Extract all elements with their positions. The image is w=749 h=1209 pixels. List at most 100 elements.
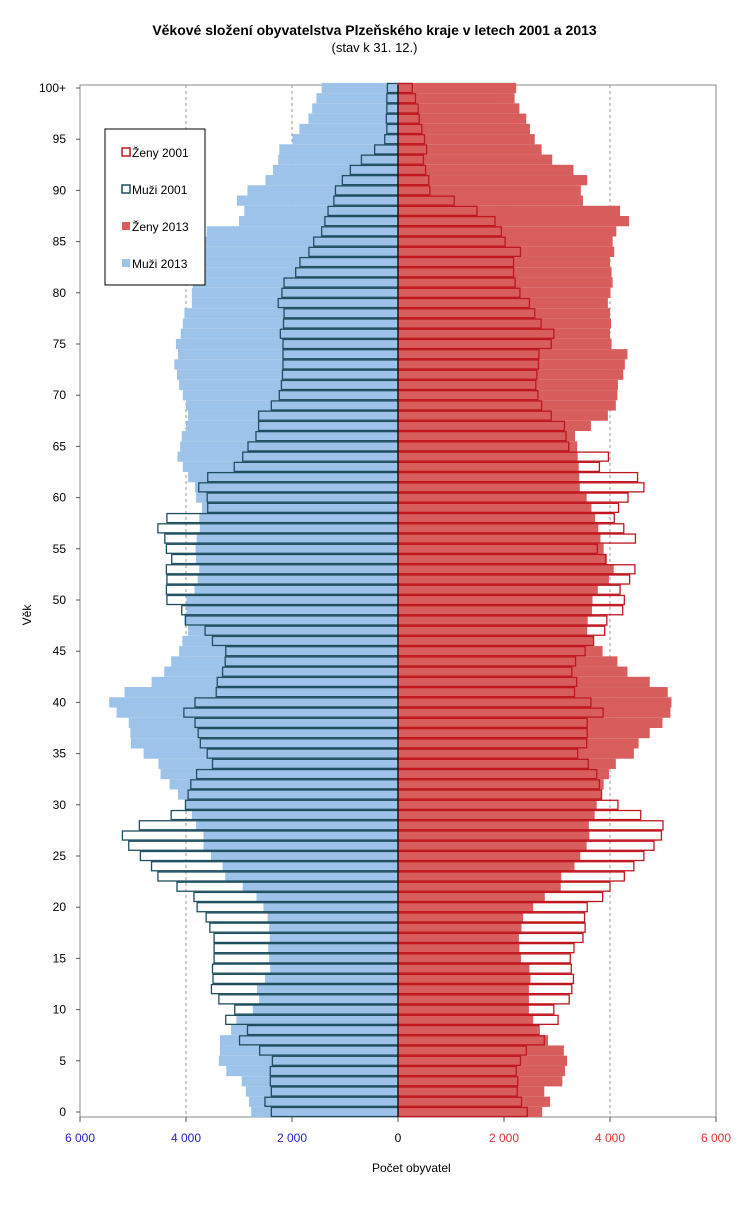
y-tick-label-15: 15 bbox=[53, 951, 67, 965]
bar-muzi-2013-age-37 bbox=[130, 728, 398, 739]
chart-title: Věkové složení obyvatelstva Plzeňského k… bbox=[152, 22, 597, 38]
bar-muzi-2013-age-13 bbox=[264, 973, 398, 984]
legend-label-muzi-2013: Muži 2013 bbox=[132, 257, 188, 271]
bar-muzi-2013-age-38 bbox=[128, 717, 398, 728]
bar-zeny-2013-age-25 bbox=[398, 850, 581, 862]
bar-zeny-2013-age-52 bbox=[398, 574, 609, 585]
bar-zeny-2013-age-24 bbox=[398, 861, 575, 872]
bar-muzi-2013-age-74 bbox=[178, 349, 398, 360]
y-tick-label-60: 60 bbox=[53, 491, 67, 505]
x-axis-label: Počet obyvatel bbox=[372, 1161, 451, 1175]
bar-zeny-2013-age-3 bbox=[398, 1076, 563, 1087]
bar-muzi-2013-age-70 bbox=[182, 390, 398, 401]
bar-muzi-2013-age-34 bbox=[158, 758, 398, 769]
bar-muzi-2013-age-46 bbox=[182, 635, 398, 647]
bar-zeny-2013-age-5 bbox=[398, 1055, 568, 1066]
y-tick-label-70: 70 bbox=[53, 388, 67, 402]
bar-zeny-2013-age-44 bbox=[398, 656, 618, 667]
y-tick-label-55: 55 bbox=[53, 542, 67, 556]
bar-zeny-2013-age-11 bbox=[398, 994, 529, 1005]
legend-swatch-muzi-2001 bbox=[121, 184, 131, 194]
bar-zeny-2013-age-30 bbox=[398, 799, 597, 810]
bar-zeny-2013-age-9 bbox=[398, 1014, 534, 1025]
x-tick-label-6: 6 000 bbox=[701, 1131, 731, 1145]
bar-zeny-2013-age-49 bbox=[398, 605, 592, 616]
bar-zeny-2013-age-95 bbox=[398, 134, 535, 145]
bar-muzi-2013-age-40 bbox=[109, 697, 399, 708]
y-tick-label-0: 0 bbox=[59, 1105, 66, 1119]
bar-zeny-2013-age-61 bbox=[398, 482, 580, 493]
bar-zeny-2013-age-89 bbox=[398, 195, 583, 206]
bar-zeny-2013-age-70 bbox=[398, 390, 618, 401]
bar-muzi-2013-age-65 bbox=[180, 441, 398, 452]
bar-muzi-2013-age-57 bbox=[199, 523, 398, 534]
bar-muzi-2013-age-19 bbox=[267, 912, 398, 923]
bar-zeny-2013-age-97 bbox=[398, 113, 527, 124]
bar-muzi-2013-age-98 bbox=[312, 103, 398, 114]
y-axis-ticks: 0 5 10 15 20 25 30 35 40 45 50 55 60 65 70 75 80 85 90 95 10… bbox=[39, 81, 80, 1119]
bar-muzi-2013-age-23 bbox=[225, 871, 398, 882]
bar-zeny-2013-age-57 bbox=[398, 523, 599, 534]
bar-zeny-2013-age-32 bbox=[398, 779, 604, 790]
bar-zeny-2013-age-10 bbox=[398, 1004, 529, 1015]
bar-muzi-2013-age-53 bbox=[199, 564, 398, 575]
bar-zeny-2013-age-45 bbox=[398, 646, 603, 657]
bar-zeny-2013-age-13 bbox=[398, 973, 531, 984]
bar-muzi-2013-age-87 bbox=[239, 216, 398, 227]
bar-zeny-2013-age-43 bbox=[398, 666, 628, 677]
y-tick-label-10: 10 bbox=[53, 1003, 67, 1017]
bar-muzi-2013-age-69 bbox=[186, 400, 398, 411]
bar-muzi-2013-age-35 bbox=[143, 748, 398, 759]
bar-muzi-2013-age-39 bbox=[116, 707, 398, 718]
bar-zeny-2013-age-90 bbox=[398, 185, 581, 196]
bar-muzi-2013-age-56 bbox=[196, 533, 398, 544]
y-tick-label-40: 40 bbox=[53, 695, 67, 709]
bar-zeny-2013-age-58 bbox=[398, 512, 596, 524]
bar-zeny-2013-age-64 bbox=[398, 451, 578, 462]
bar-muzi-2013-age-76 bbox=[180, 328, 398, 339]
bar-muzi-2013-age-72 bbox=[176, 369, 398, 380]
bar-zeny-2013-age-60 bbox=[398, 492, 587, 503]
bar-muzi-2013-age-96 bbox=[299, 123, 398, 135]
bar-zeny-2013-age-17 bbox=[398, 932, 519, 944]
y-tick-label-20: 20 bbox=[53, 900, 67, 914]
bar-zeny-2013-age-12 bbox=[398, 984, 529, 995]
bar-muzi-2013-age-61 bbox=[195, 482, 398, 493]
bar-muzi-2013-age-63 bbox=[182, 461, 398, 472]
bar-zeny-2013-age-93 bbox=[398, 154, 553, 165]
bar-zeny-2013-age-4 bbox=[398, 1065, 565, 1077]
bar-zeny-2013-age-2 bbox=[398, 1086, 545, 1097]
bar-muzi-2013-age-14 bbox=[270, 963, 398, 974]
bar-muzi-2013-age-99 bbox=[316, 93, 398, 104]
bar-zeny-2013-age-72 bbox=[398, 369, 624, 380]
bar-muzi-2013-age-77 bbox=[182, 318, 398, 329]
bar-zeny-2013-age-98 bbox=[398, 103, 520, 114]
bar-muzi-2013-age-80 bbox=[191, 287, 398, 298]
bar-zeny-2013-age-46 bbox=[398, 635, 594, 647]
bar-muzi-2013-age-62 bbox=[188, 472, 398, 483]
bar-zeny-2013-age-66 bbox=[398, 431, 576, 442]
bar-muzi-2013-age-17 bbox=[269, 932, 398, 944]
chart-subtitle: (stav k 31. 12.) bbox=[331, 40, 418, 55]
bar-muzi-2013-age-21 bbox=[256, 891, 398, 903]
bar-zeny-2013-age-19 bbox=[398, 912, 524, 923]
bar-zeny-2013-age-42 bbox=[398, 676, 650, 688]
bar-muzi-2013-age-94 bbox=[279, 144, 398, 155]
bar-muzi-2013-age-49 bbox=[186, 605, 398, 616]
bar-muzi-2013-age-24 bbox=[222, 861, 398, 872]
bar-zeny-2013-age-59 bbox=[398, 502, 592, 513]
y-axis-label: Věk bbox=[20, 604, 34, 626]
x-axis-ticks: 6 000 4 000 2 000 0 2 000 4 000 6 000 bbox=[65, 1117, 731, 1145]
bar-muzi-2013-age-93 bbox=[278, 154, 398, 165]
bar-zeny-2013-age-21 bbox=[398, 891, 545, 903]
y-tick-label-90: 90 bbox=[53, 183, 67, 197]
bar-muzi-2013-age-51 bbox=[194, 584, 398, 595]
bar-zeny-2013-age-48 bbox=[398, 615, 588, 626]
bar-zeny-2013-age-53 bbox=[398, 564, 614, 575]
bar-muzi-2013-age-42 bbox=[151, 676, 398, 688]
bar-muzi-2013-age-84 bbox=[192, 246, 398, 257]
bar-zeny-2013-age-73 bbox=[398, 359, 625, 370]
bar-zeny-2013-age-33 bbox=[398, 768, 609, 780]
legend-swatch-zeny-2001 bbox=[121, 147, 131, 157]
bar-muzi-2013-age-50 bbox=[186, 594, 398, 606]
